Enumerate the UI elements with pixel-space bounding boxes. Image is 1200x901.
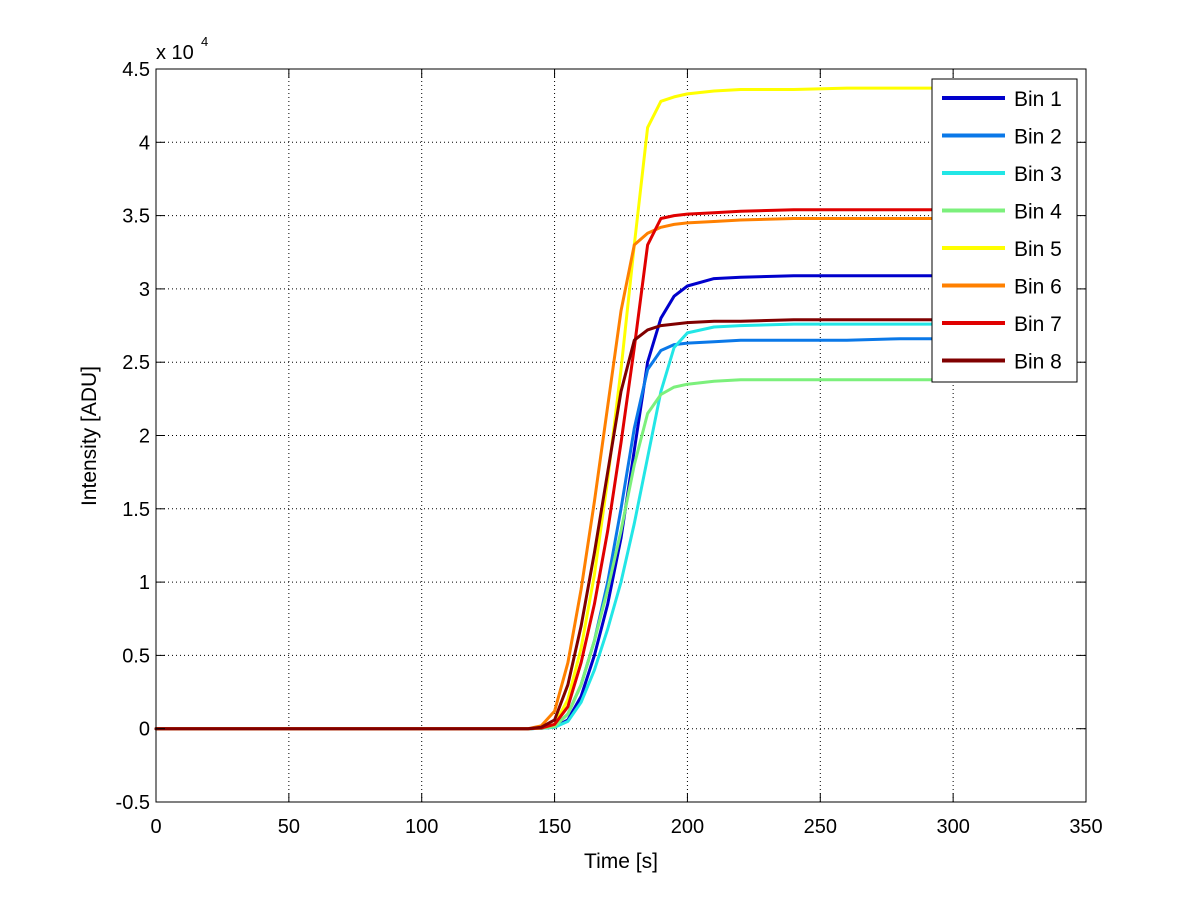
y-tick-label: 0.5 [122, 645, 150, 667]
y-tick-label: 3 [139, 279, 150, 301]
y-tick-label: 3.5 [122, 206, 150, 228]
legend-label: Bin 7 [1014, 313, 1062, 336]
series-line-bin-4 [154, 378, 955, 731]
y-axis-label: Intensity [ADU] [78, 366, 101, 506]
x-tick-label: 50 [278, 816, 300, 838]
x-tick-label: 150 [538, 816, 571, 838]
y-tick-label: 2 [139, 426, 150, 448]
y-exponent-power: 4 [201, 34, 208, 49]
legend-label: Bin 1 [1014, 88, 1062, 111]
y-tick-label: 4 [139, 132, 150, 154]
legend-label: Bin 3 [1014, 163, 1062, 186]
axis-ticks [155, 68, 1087, 803]
legend-label: Bin 6 [1014, 276, 1062, 299]
x-tick-label: 100 [405, 816, 438, 838]
x-tick-label: 300 [936, 816, 969, 838]
series-line-bin-7 [154, 208, 955, 731]
y-tick-label: -0.5 [116, 792, 150, 814]
legend-label: Bin 2 [1014, 126, 1062, 149]
legend-label: Bin 5 [1014, 238, 1062, 261]
y-exponent-base: x 10 [156, 42, 194, 64]
x-tick-label: 350 [1069, 816, 1102, 838]
legend-label: Bin 4 [1014, 201, 1062, 224]
legend: Bin 1 Bin 2 Bin 3 Bin 4 Bin 5 Bin 6 Bin 7 Bin 8 [931, 78, 1078, 383]
x-tick-labels: 0 50 100 150 200 250 300 350 [150, 816, 1102, 838]
x-tick-label: 0 [150, 816, 161, 838]
legend-box [931, 78, 1078, 383]
y-tick-label: 2.5 [122, 352, 150, 374]
y-tick-label: 1 [139, 572, 150, 594]
x-tick-label: 200 [671, 816, 704, 838]
series-lines [154, 86, 955, 731]
y-tick-label: 0 [139, 719, 150, 741]
legend-label: Bin 8 [1014, 351, 1062, 374]
x-axis-label: Time [s] [584, 850, 658, 873]
y-tick-label: 1.5 [122, 499, 150, 521]
y-tick-labels: -0.5 0 0.5 1 1.5 2 2.5 3 3.5 4 4.5 [116, 59, 150, 814]
x-tick-label: 250 [804, 816, 837, 838]
y-tick-label: 4.5 [122, 59, 150, 81]
series-line-bin-6 [154, 217, 955, 731]
series-line-bin-8 [154, 318, 955, 731]
